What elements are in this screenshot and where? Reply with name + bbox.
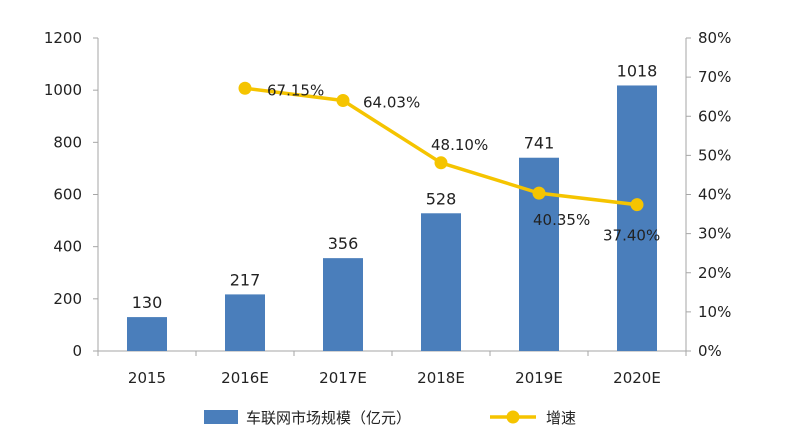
left-y-tick-label: 200 xyxy=(53,290,82,308)
growth-rate-marker xyxy=(336,93,350,107)
bar-value-label: 528 xyxy=(426,189,457,208)
x-category-label: 2015 xyxy=(128,369,166,387)
right-y-tick-label: 10% xyxy=(698,303,731,321)
growth-rate-label: 64.03% xyxy=(363,93,420,111)
left-y-tick-label: 800 xyxy=(53,133,82,151)
left-y-tick-label: 0 xyxy=(72,342,82,360)
market-size-bar xyxy=(225,294,265,351)
growth-rate-label: 40.35% xyxy=(533,211,590,229)
growth-rate-label: 48.10% xyxy=(431,136,488,154)
legend-line-label: 增速 xyxy=(546,409,576,427)
growth-rate-label: 37.40% xyxy=(603,227,660,245)
data-labels-layer: 130 217 356 528 741 1018 67.15% 64.03% 48.10% 40.… xyxy=(132,61,660,312)
market-size-bar xyxy=(127,317,167,351)
right-y-tick-label: 40% xyxy=(698,186,731,204)
growth-rate-marker xyxy=(238,81,252,95)
legend-bar-swatch xyxy=(204,410,238,424)
growth-rate-label: 67.15% xyxy=(267,81,324,99)
x-category-label: 2017E xyxy=(319,369,367,387)
growth-rate-marker xyxy=(532,186,546,200)
market-size-bar xyxy=(323,258,363,351)
bar-value-label: 1018 xyxy=(617,61,658,80)
x-category-label: 2020E xyxy=(613,369,661,387)
market-size-bar xyxy=(421,213,461,351)
left-y-tick-label: 400 xyxy=(53,238,82,256)
growth-rate-marker xyxy=(630,198,644,212)
bar-value-label: 217 xyxy=(230,270,261,289)
left-y-tick-label: 1200 xyxy=(44,29,82,47)
growth-line-layer xyxy=(238,81,644,212)
axes-layer: 0 200 400 600 800 1000 1200 0% 10% 20% 30% 40% 50% 60… xyxy=(44,29,732,387)
x-category-label: 2016E xyxy=(221,369,269,387)
right-y-tick-label: 30% xyxy=(698,225,731,243)
x-category-label: 2018E xyxy=(417,369,465,387)
growth-rate-marker xyxy=(434,156,448,170)
bar-value-label: 130 xyxy=(132,293,163,312)
bar-value-label: 356 xyxy=(328,234,359,253)
market-size-bar xyxy=(617,85,657,351)
left-y-tick-label: 1000 xyxy=(44,81,82,99)
right-y-tick-label: 20% xyxy=(698,264,731,282)
bar-value-label: 741 xyxy=(524,134,555,153)
right-y-tick-label: 80% xyxy=(698,29,731,47)
x-category-label: 2019E xyxy=(515,369,563,387)
legend: 车联网市场规模（亿元） 增速 xyxy=(204,409,576,427)
right-y-tick-label: 50% xyxy=(698,146,731,164)
legend-line-marker xyxy=(506,410,520,424)
legend-bar-label: 车联网市场规模（亿元） xyxy=(246,409,411,427)
right-y-tick-label: 70% xyxy=(698,68,731,86)
right-y-tick-label: 0% xyxy=(698,342,722,360)
left-y-tick-label: 600 xyxy=(53,186,82,204)
right-y-tick-label: 60% xyxy=(698,107,731,125)
